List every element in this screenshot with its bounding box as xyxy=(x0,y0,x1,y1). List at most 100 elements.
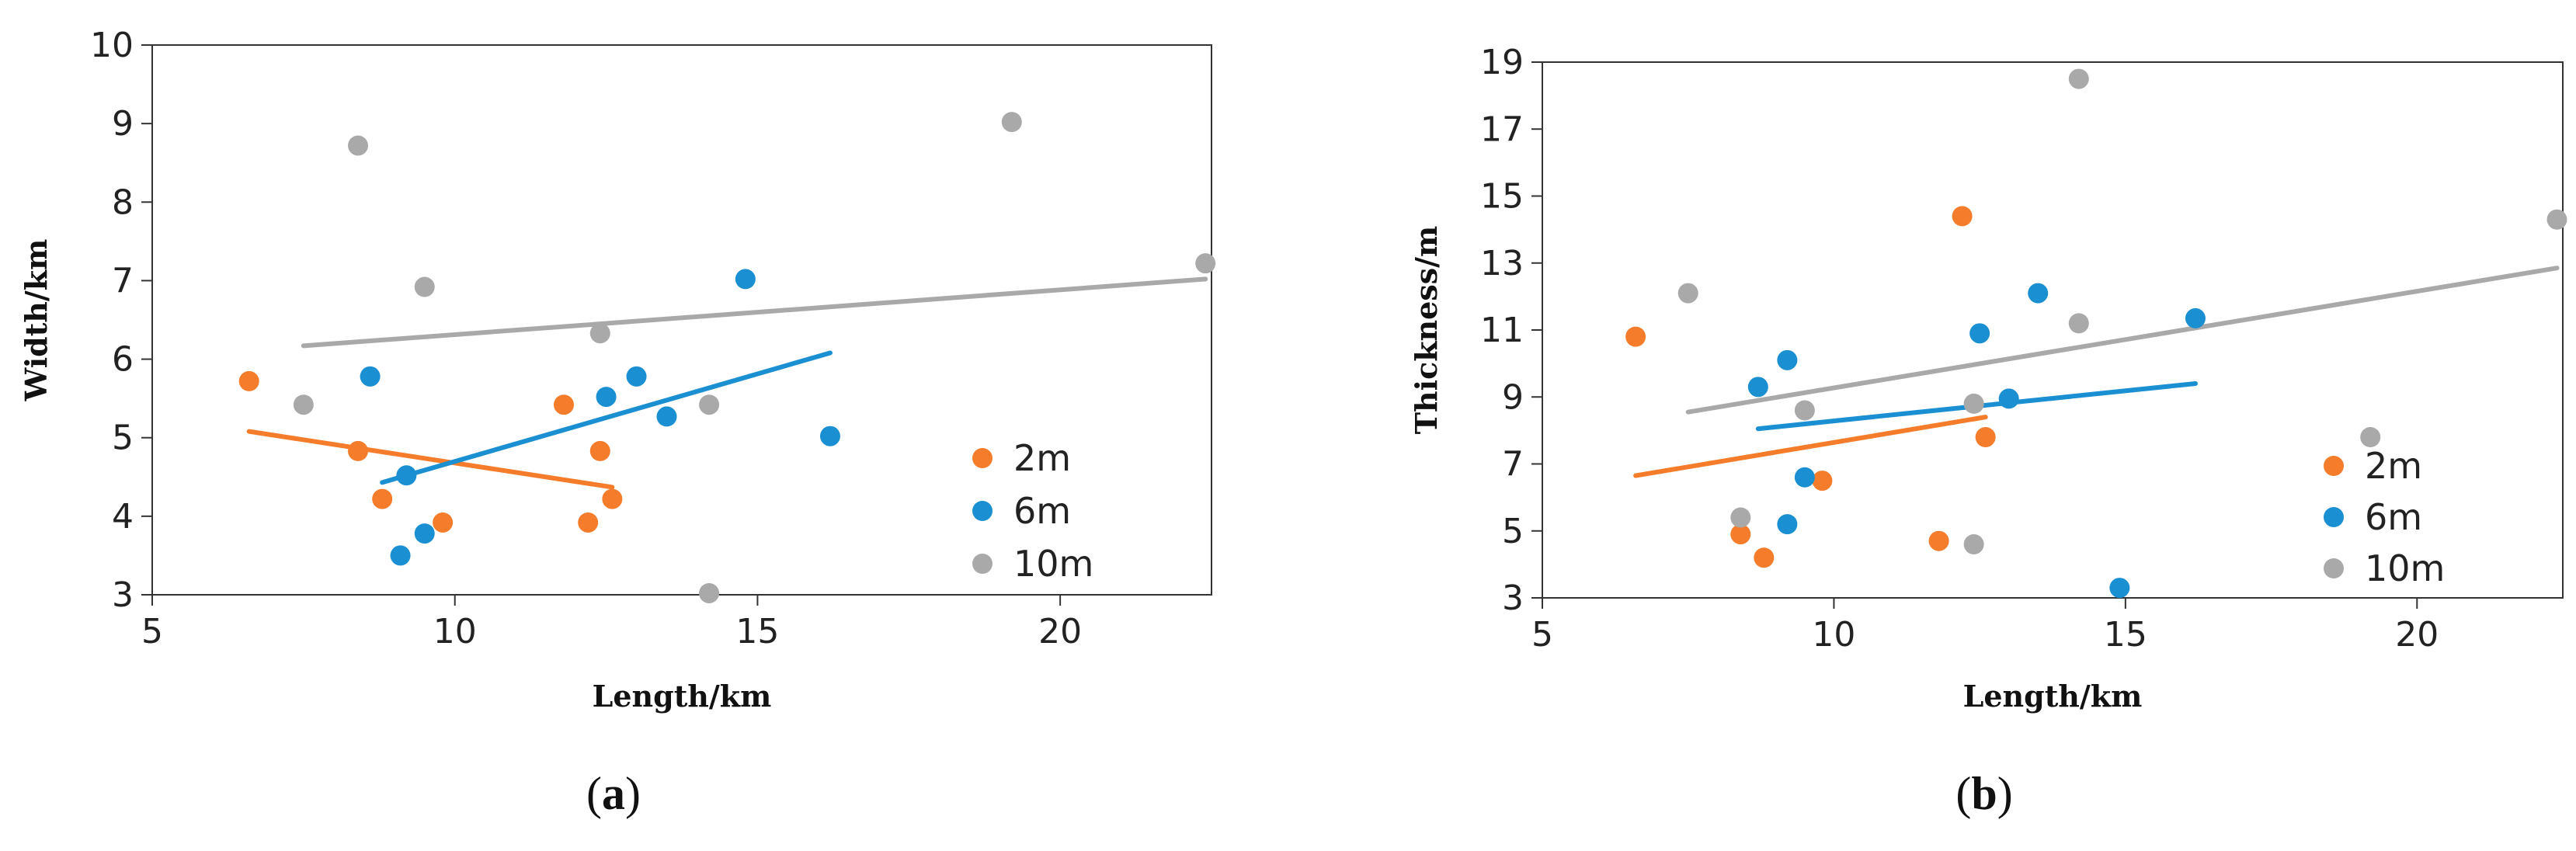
legend-label: 6m xyxy=(2365,496,2422,538)
y-tick-label: 11 xyxy=(1480,311,1524,350)
legend-marker-2m xyxy=(972,448,993,468)
y-tick-label: 5 xyxy=(1502,512,1524,551)
y-tick-label: 7 xyxy=(112,261,134,300)
data-point-6m xyxy=(396,465,417,486)
data-point-2m xyxy=(1730,524,1751,545)
data-point-2m xyxy=(1975,427,1996,447)
legend-marker-10m xyxy=(2324,558,2344,578)
y-tick-label: 5 xyxy=(112,419,134,458)
legend-marker-6m xyxy=(2324,507,2344,527)
data-point-2m xyxy=(589,440,610,461)
data-point-10m xyxy=(1963,393,1984,414)
data-point-6m xyxy=(735,269,756,290)
panel-caption-letter: a xyxy=(602,768,625,819)
legend: 2m 6m 10m xyxy=(2324,445,2445,589)
data-point-2m xyxy=(1754,547,1775,568)
trend-line-2m xyxy=(246,429,615,490)
legend-label: 10m xyxy=(2365,547,2445,589)
data-point-2m xyxy=(238,370,259,391)
y-tick-label: 9 xyxy=(112,104,134,144)
data-point-6m xyxy=(1747,377,1768,398)
x-tick-label: 15 xyxy=(2104,615,2147,655)
y-axis-title: Thickness/m xyxy=(1409,226,1444,435)
data-point-2m xyxy=(348,440,369,461)
data-point-6m xyxy=(1794,467,1815,488)
panel-caption: (b) xyxy=(1955,768,2012,819)
data-point-6m xyxy=(656,406,677,427)
data-point-6m xyxy=(819,426,840,446)
data-point-10m xyxy=(414,276,435,297)
data-point-10m xyxy=(1794,400,1815,421)
x-axis-title: Length/km xyxy=(593,679,772,714)
data-point-10m xyxy=(2068,68,2089,89)
data-point-2m xyxy=(578,512,599,533)
data-point-6m xyxy=(1969,323,1990,344)
y-tick-label: 15 xyxy=(1480,177,1524,217)
data-point-2m xyxy=(1625,326,1646,347)
data-point-2m xyxy=(1812,471,1833,491)
y-tick-label: 3 xyxy=(1502,578,1524,618)
data-point-6m xyxy=(626,366,647,387)
data-point-2m xyxy=(433,512,454,533)
x-tick-label: 5 xyxy=(141,612,163,651)
y-tick-label: 3 xyxy=(112,575,134,615)
trend-line-6m xyxy=(380,350,833,485)
y-tick-label: 9 xyxy=(1502,377,1524,417)
legend-label: 10m xyxy=(1013,543,1093,585)
panel-caption: (a) xyxy=(586,768,641,819)
y-tick-label: 13 xyxy=(1480,244,1524,283)
data-point-6m xyxy=(2185,307,2206,328)
data-point-10m xyxy=(2546,209,2567,230)
data-point-10m xyxy=(1195,253,1216,274)
legend-label: 2m xyxy=(1013,437,1071,479)
data-point-10m xyxy=(699,394,720,415)
data-point-6m xyxy=(1777,349,1798,370)
data-point-10m xyxy=(348,135,369,156)
trend-line-2m xyxy=(1633,415,1988,478)
y-tick-label: 4 xyxy=(112,497,134,537)
legend-label: 6m xyxy=(1013,490,1071,532)
data-point-10m xyxy=(2068,313,2089,334)
x-tick-label: 5 xyxy=(1531,615,1553,655)
legend-marker-2m xyxy=(2324,456,2344,476)
data-point-6m xyxy=(414,523,435,544)
trend-line-10m xyxy=(1685,266,2560,415)
data-point-10m xyxy=(1730,507,1751,528)
x-axis-title: Length/km xyxy=(1963,679,2143,714)
legend-label: 2m xyxy=(2365,445,2422,487)
chart-b: 5 10 15 2035791113151719Length/kmThickness/… xyxy=(1409,43,2567,819)
data-point-6m xyxy=(390,545,411,566)
data-point-6m xyxy=(1777,514,1798,535)
y-tick-label: 17 xyxy=(1480,109,1524,149)
data-point-10m xyxy=(1963,534,1984,554)
panel-caption-letter: b xyxy=(1971,768,1997,819)
y-axis-title: Width/km xyxy=(19,239,54,402)
legend: 2m 6m 10m xyxy=(972,437,1093,585)
data-point-10m xyxy=(293,394,314,415)
trend-line-10m xyxy=(301,276,1208,349)
data-point-10m xyxy=(1677,283,1698,304)
y-tick-label: 7 xyxy=(1502,445,1524,485)
x-tick-label: 15 xyxy=(735,612,779,651)
plot-frame xyxy=(151,44,1212,596)
data-point-10m xyxy=(699,582,720,603)
data-point-2m xyxy=(1928,530,1949,551)
data-point-10m xyxy=(589,323,610,344)
x-tick-label: 10 xyxy=(1812,615,1855,655)
y-tick-label: 6 xyxy=(112,340,134,380)
data-point-10m xyxy=(2360,427,2381,447)
data-point-6m xyxy=(1998,388,2019,409)
legend-marker-6m xyxy=(972,501,993,521)
x-tick-label: 10 xyxy=(433,612,477,651)
y-tick-label: 10 xyxy=(90,26,134,65)
legend-marker-10m xyxy=(972,554,993,574)
data-point-2m xyxy=(602,488,623,509)
x-tick-label: 20 xyxy=(1038,612,1082,651)
data-point-2m xyxy=(372,488,393,509)
y-tick-label: 8 xyxy=(112,182,134,222)
data-point-2m xyxy=(554,394,575,415)
data-point-10m xyxy=(1001,112,1022,133)
chart-a: 5 10 15 20 3 4 5 6 7 8 9 10 Length/km Width/km 2m 6m 10m… xyxy=(19,26,1216,819)
x-tick-label: 20 xyxy=(2395,615,2439,655)
